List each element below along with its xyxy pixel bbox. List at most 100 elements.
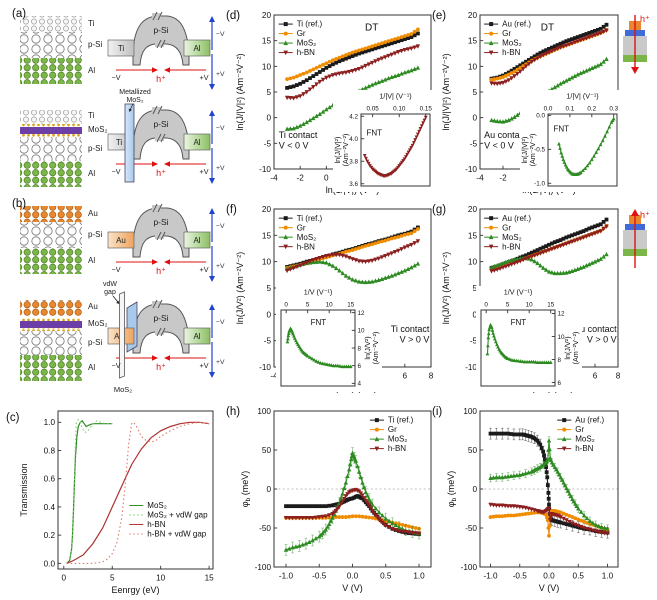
svg-text:-5: -5	[470, 337, 478, 346]
svg-text:−V: −V	[216, 319, 225, 326]
annotation: Au contact V > 0 V	[574, 324, 617, 345]
annotation: DT	[365, 22, 378, 33]
series-MoS₂	[557, 116, 616, 177]
svg-text:100: 100	[463, 407, 477, 416]
svg-text:5: 5	[306, 302, 310, 309]
series-MoS₂	[285, 326, 353, 369]
layer-label: p-Si	[88, 40, 102, 49]
svg-text:ln(J/V²) (Am⁻²V⁻²): ln(J/V²) (Am⁻²V⁻²)	[442, 252, 451, 325]
layer-label: MoS₂	[88, 319, 108, 328]
svg-text:+V: +V	[216, 359, 225, 366]
svg-text:+V: +V	[216, 263, 225, 270]
chart-svg-e_inset: 0.0 0.1 0.2 0.3 0.0 -0.5 -1.0 1/|V| (V⁻¹) ln(J/|…	[520, 90, 622, 192]
svg-text:15: 15	[205, 574, 215, 583]
interlayer-label: Metallized	[119, 89, 151, 96]
svg-text:3.8: 3.8	[349, 159, 358, 166]
svg-text:-5: -5	[470, 139, 478, 148]
panel-b-diagram: Au p-Si Al p-Si Au Al −V +V h⁺ −V +V	[20, 203, 225, 394]
svg-text:-0.5: -0.5	[534, 147, 545, 154]
svg-text:10: 10	[468, 62, 478, 71]
series-Au (ref.)	[489, 22, 609, 81]
series-MoS₂	[488, 436, 610, 533]
electrode-label: Al	[193, 236, 200, 245]
bias-label: +V	[200, 265, 209, 274]
svg-text:−V: −V	[216, 31, 225, 38]
slab-label: MoS₂	[114, 385, 132, 394]
panel-label-f: (f)	[226, 204, 237, 216]
svg-text:4: 4	[358, 381, 362, 388]
panel-label-e: (e)	[432, 10, 447, 22]
svg-text:50: 50	[262, 446, 272, 455]
svg-text:φb (meV): φb (meV)	[240, 471, 252, 507]
series-MoS₂	[283, 447, 422, 556]
hole-label: h⁺	[640, 14, 650, 24]
hole-label: h⁺	[640, 210, 650, 220]
svg-text:12: 12	[558, 311, 566, 318]
voltage-axis-icon: −V +V	[209, 304, 225, 378]
svg-text:-10: -10	[465, 363, 477, 372]
svg-text:10: 10	[156, 574, 166, 583]
layer-label: p-Si	[88, 144, 102, 153]
panel-label-a: (a)	[12, 8, 27, 20]
svg-text:-5: -5	[264, 139, 272, 148]
chart-transmission: 0 5 10 15 0.0 0.2 0.4 0.6 0.8 1.0 Eenrgy (eV) Trans…	[20, 404, 222, 598]
svg-text:(Am⁻²V⁻²): (Am⁻²V⁻²)	[528, 134, 537, 167]
layer-label: Ti	[88, 111, 95, 120]
voltage-axis-icon: −V +V	[209, 110, 225, 184]
series-h-BN + vdW gap	[66, 421, 210, 564]
svg-text:-1.0: -1.0	[534, 181, 545, 188]
bias-label: −V	[112, 265, 121, 274]
svg-text:8: 8	[558, 357, 562, 364]
electrode-label: Ti	[118, 44, 125, 53]
svg-text:0: 0	[284, 302, 288, 309]
chart-svg-i: -1.0 -0.5 0.0 0.5 1.0 -100 -50 0 50 100 V (V) φb (m…	[446, 407, 619, 593]
svg-text:0: 0	[62, 574, 67, 583]
svg-text:Gr: Gr	[502, 29, 511, 38]
series-MoS₂	[485, 322, 553, 364]
metallized-mos2-slab	[124, 103, 135, 183]
svg-text:+V: +V	[216, 71, 225, 78]
series-layer	[362, 115, 428, 178]
inset-fnt-au-pos: 0 5 10 15 6 8 10 12 1/V (V⁻¹) ln(J/V²) (Am⁻²V⁻²) FN…	[476, 286, 582, 392]
svg-text:ln(J/V²): ln(J/V²)	[563, 336, 572, 359]
svg-text:-4: -4	[270, 372, 278, 381]
series-layer	[485, 322, 553, 364]
svg-text:0.0: 0.0	[44, 559, 56, 568]
svg-text:10: 10	[558, 334, 566, 341]
panel-label-c: (c)	[6, 412, 20, 424]
svg-text:0.6: 0.6	[44, 475, 56, 484]
svg-text:1.0: 1.0	[602, 572, 614, 581]
svg-text:0: 0	[472, 485, 477, 494]
chart-dt-ti: 0.05 0.10 0.15 3.6 3.8 4.0 4.2 1/|V| (V⁻¹) ln(J/…	[236, 8, 440, 198]
svg-text:-5: -5	[264, 337, 272, 346]
svg-text:Gr: Gr	[388, 425, 397, 434]
svg-text:MoS₂ + vdW gap: MoS₂ + vdW gap	[147, 511, 208, 520]
svg-text:0.4: 0.4	[44, 503, 56, 512]
svg-text:15: 15	[468, 231, 478, 240]
annotation: DT	[541, 22, 554, 33]
series-h-BN	[362, 115, 428, 178]
svg-text:-2: -2	[499, 174, 507, 183]
lattice-stack-au-mos2-psi-al: Au MoS₂ p-Si Al	[20, 300, 108, 381]
chart-barrier-ti: -1.0 -0.5 0.0 0.5 1.0 -100 -50 0 50 100 V (V) φb (m…	[236, 404, 440, 596]
barrier-label: p-Si	[153, 313, 168, 323]
svg-text:-4: -4	[270, 174, 278, 183]
axes: 0 5 10 15 6 8 10 12	[484, 302, 565, 387]
svg-text:+V: +V	[216, 165, 225, 172]
svg-text:0.15: 0.15	[420, 106, 433, 113]
series-layer	[488, 427, 610, 539]
svg-text:-10: -10	[259, 165, 271, 174]
series-layer	[66, 418, 210, 564]
layer-label: Al	[88, 169, 95, 178]
hole-label: h⁺	[156, 168, 166, 178]
svg-text:5: 5	[506, 302, 510, 309]
svg-text:0: 0	[484, 302, 488, 309]
svg-text:15: 15	[262, 37, 272, 46]
bias-label: +V	[200, 361, 209, 370]
voltage-axis-icon: −V +V	[209, 208, 225, 282]
lattice-stack-au-psi-al: Au p-Si Al	[20, 206, 102, 274]
